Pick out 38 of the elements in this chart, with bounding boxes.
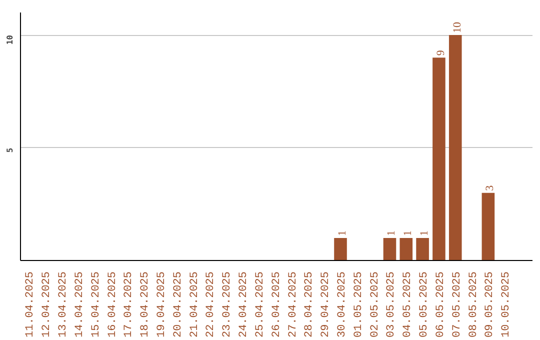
x-tick-label: 27.04.2025 — [287, 271, 300, 338]
x-tick-label: 28.04.2025 — [304, 271, 316, 338]
x-tick-label: 21.04.2025 — [188, 271, 201, 338]
x-tick-label: 14.04.2025 — [74, 271, 86, 338]
x-tick-label: 19.04.2025 — [156, 271, 168, 338]
data-label: 10 — [451, 22, 464, 34]
x-tick-label: 17.04.2025 — [123, 271, 136, 338]
x-tick-label: 23.04.2025 — [222, 271, 234, 338]
x-tick-label: 02.05.2025 — [369, 271, 382, 338]
x-tick-label: 15.04.2025 — [90, 271, 102, 338]
x-tick-label: 22.04.2025 — [205, 271, 218, 338]
x-tick-label: 03.05.2025 — [386, 271, 398, 338]
x-tick-label: 09.05.2025 — [484, 271, 496, 338]
x-tick-label: 07.05.2025 — [451, 271, 464, 338]
data-label: 1 — [418, 230, 431, 236]
x-tick-label: 05.05.2025 — [418, 271, 431, 338]
data-label: 1 — [336, 230, 348, 236]
x-tick-label: 08.05.2025 — [468, 271, 480, 338]
x-tick-label: 24.04.2025 — [238, 271, 250, 338]
x-tick-label: 25.04.2025 — [254, 271, 266, 338]
x-tick-label: 18.04.2025 — [140, 271, 152, 338]
data-label: 9 — [434, 50, 447, 56]
data-label: 3 — [484, 184, 496, 191]
x-tick-label: 01.05.2025 — [352, 271, 365, 338]
x-tick-label: 16.04.2025 — [106, 271, 119, 338]
x-tick-label: 06.05.2025 — [434, 271, 447, 338]
x-tick-label: 04.05.2025 — [402, 271, 414, 338]
x-tick-label: 30.04.2025 — [336, 271, 348, 338]
x-tick-label: 10.05.2025 — [500, 271, 513, 338]
x-tick-label: 11.04.2025 — [24, 271, 37, 338]
data-label: 1 — [386, 230, 398, 236]
x-tick-label: 20.04.2025 — [172, 271, 184, 338]
x-tick-label: 13.04.2025 — [58, 271, 70, 338]
x-tick-label: 26.04.2025 — [270, 271, 283, 338]
x-tick-label: 12.04.2025 — [41, 271, 54, 338]
data-label: 1 — [402, 230, 414, 236]
x-tick-label: 29.04.2025 — [320, 271, 332, 338]
y-tick-label: 5 — [6, 148, 14, 153]
